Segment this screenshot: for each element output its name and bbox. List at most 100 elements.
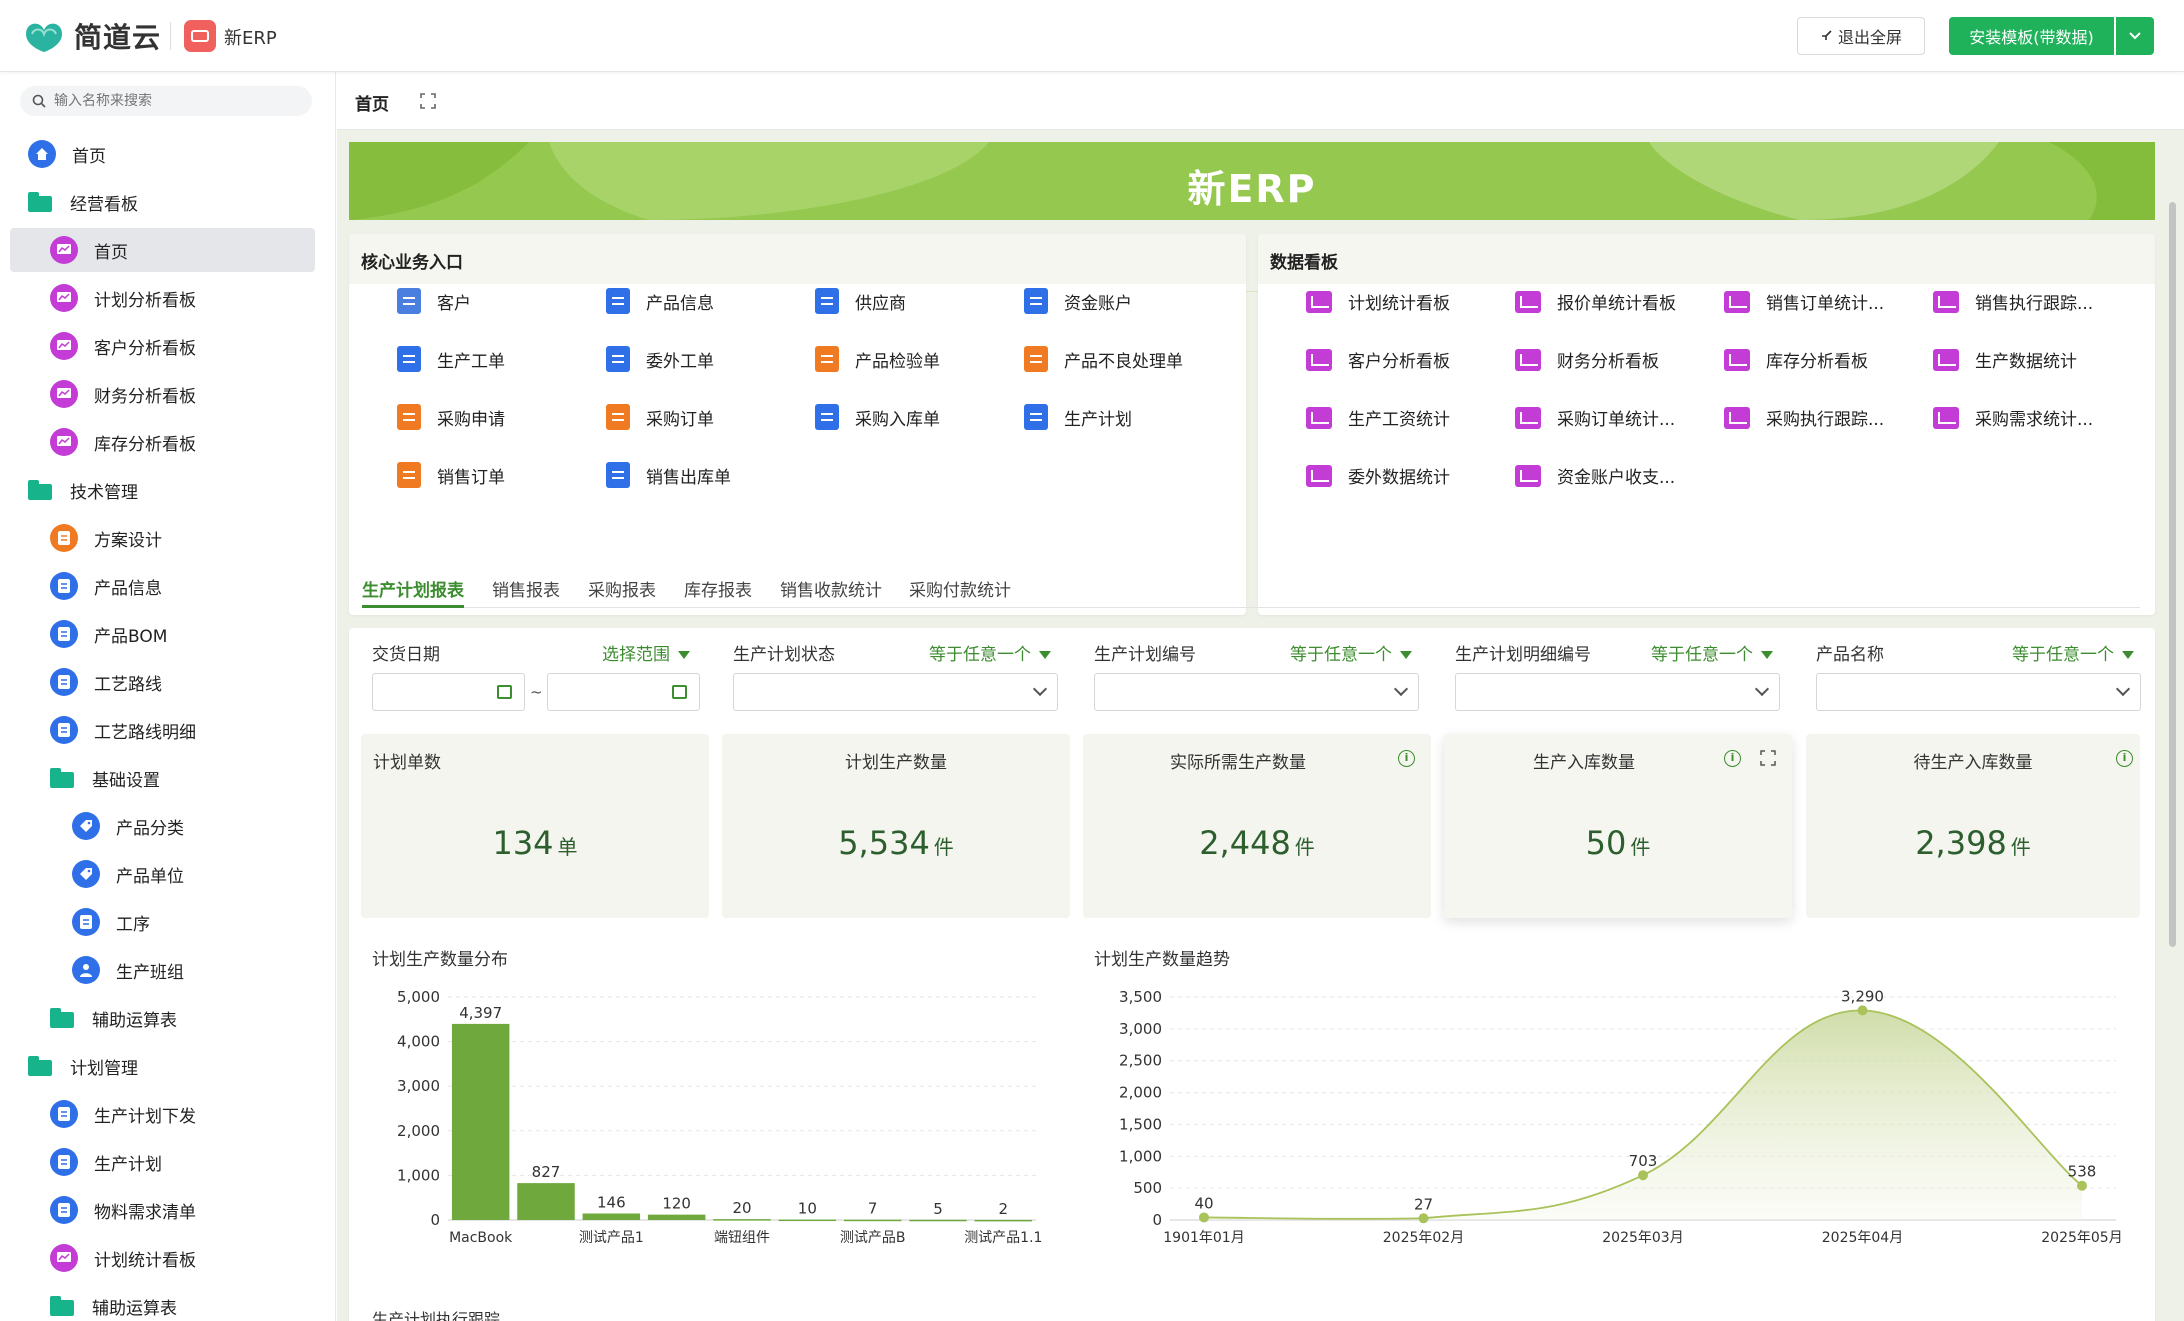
data-board-item[interactable]: 报价单统计看板: [1515, 289, 1676, 314]
core-entry-item[interactable]: 客户: [397, 288, 471, 314]
filter-select[interactable]: [1094, 673, 1419, 711]
filter-operator-dropdown[interactable]: 等于任意一个: [1290, 640, 1412, 665]
data-board-item[interactable]: 销售订单统计...: [1724, 289, 1884, 314]
brand-logo[interactable]: 简道云: [22, 16, 161, 56]
sidebar-item[interactable]: 工艺路线: [10, 660, 315, 704]
sidebar-item[interactable]: 首页: [10, 228, 315, 272]
core-entry-item[interactable]: 生产计划: [1024, 404, 1132, 430]
sidebar-item[interactable]: 物料需求清单: [10, 1188, 315, 1232]
sidebar-item[interactable]: 生产班组: [10, 948, 315, 992]
sidebar-item[interactable]: 计划管理: [10, 1044, 315, 1088]
data-board-item[interactable]: 采购执行跟踪...: [1724, 405, 1884, 430]
data-board-item[interactable]: 生产工资统计: [1306, 405, 1450, 430]
bar[interactable]: [974, 1219, 1033, 1222]
data-board-item[interactable]: 采购订单统计...: [1515, 405, 1675, 430]
data-point[interactable]: [1638, 1170, 1648, 1181]
filter-select[interactable]: [1455, 673, 1780, 711]
kpi-card[interactable]: 计划生产数量 5,534 件: [722, 734, 1070, 918]
core-entry-item[interactable]: 资金账户: [1024, 288, 1132, 314]
expand-icon[interactable]: [1760, 750, 1776, 766]
data-point[interactable]: [1418, 1213, 1429, 1224]
sidebar-item[interactable]: 辅助运算表: [10, 1284, 315, 1321]
data-point[interactable]: [2077, 1180, 2087, 1191]
data-board-item[interactable]: 资金账户收支...: [1515, 463, 1675, 488]
search-input[interactable]: [54, 93, 294, 109]
data-board-item[interactable]: 客户分析看板: [1306, 347, 1450, 372]
page-scrollbar[interactable]: [2167, 132, 2177, 1321]
data-board-item[interactable]: 采购需求统计...: [1933, 405, 2093, 430]
filter-select[interactable]: [733, 673, 1058, 711]
date-end-input[interactable]: [547, 673, 700, 711]
core-entry-item[interactable]: 销售订单: [397, 462, 505, 488]
sidebar-item[interactable]: 工艺路线明细: [10, 708, 315, 752]
fullscreen-icon[interactable]: [419, 92, 437, 110]
sidebar-item[interactable]: 方案设计: [10, 516, 315, 560]
sidebar-item[interactable]: 计划分析看板: [10, 276, 315, 320]
app-name[interactable]: 新ERP: [224, 28, 277, 49]
filter-select[interactable]: [1816, 673, 2141, 711]
data-board-item[interactable]: 生产数据统计: [1933, 347, 2077, 372]
install-dropdown-button[interactable]: [2116, 17, 2154, 55]
kpi-card[interactable]: 生产入库数量 i 50 件: [1444, 734, 1792, 918]
bar[interactable]: [909, 1219, 967, 1222]
report-tab[interactable]: 生产计划报表: [362, 581, 464, 601]
kpi-card[interactable]: 待生产入库数量 i 2,398 件: [1806, 734, 2140, 918]
bar[interactable]: [647, 1214, 706, 1220]
core-entry-item[interactable]: 委外工单: [606, 346, 714, 372]
filter-operator-dropdown[interactable]: 等于任意一个: [929, 640, 1051, 665]
info-icon[interactable]: i: [1398, 750, 1415, 767]
core-entry-item[interactable]: 生产工单: [397, 346, 505, 372]
data-board-item[interactable]: 计划统计看板: [1306, 289, 1450, 314]
report-tab[interactable]: 采购报表: [588, 581, 656, 601]
sidebar-item[interactable]: 辅助运算表: [10, 996, 315, 1040]
sidebar-item[interactable]: 生产计划下发: [10, 1092, 315, 1136]
sidebar-item[interactable]: 财务分析看板: [10, 372, 315, 416]
sidebar-item[interactable]: 客户分析看板: [10, 324, 315, 368]
report-tab[interactable]: 销售收款统计: [780, 581, 882, 601]
core-entry-item[interactable]: 产品检验单: [815, 346, 940, 372]
sidebar-item[interactable]: 产品BOM: [10, 612, 315, 656]
filter-operator-dropdown[interactable]: 选择范围: [602, 640, 690, 665]
core-entry-item[interactable]: 采购入库单: [815, 404, 940, 430]
bar[interactable]: [713, 1219, 771, 1221]
sidebar-item[interactable]: 基础设置: [10, 756, 315, 800]
sidebar-item[interactable]: 产品单位: [10, 852, 315, 896]
data-point[interactable]: [1857, 1005, 1868, 1016]
sidebar-item[interactable]: 经营看板: [10, 180, 315, 224]
bar[interactable]: [517, 1183, 575, 1220]
exit-fullscreen-button[interactable]: 退出全屏: [1797, 17, 1925, 55]
info-icon[interactable]: i: [2116, 750, 2133, 767]
sidebar-search[interactable]: [20, 86, 312, 116]
info-icon[interactable]: i: [1724, 750, 1741, 767]
sidebar-item[interactable]: 生产计划: [10, 1140, 315, 1184]
bar[interactable]: [778, 1219, 837, 1222]
data-board-item[interactable]: 财务分析看板: [1515, 347, 1659, 372]
filter-operator-dropdown[interactable]: 等于任意一个: [1651, 640, 1773, 665]
sidebar-item[interactable]: 库存分析看板: [10, 420, 315, 464]
sidebar-item[interactable]: 产品分类: [10, 804, 315, 848]
data-board-item[interactable]: 销售执行跟踪...: [1933, 289, 2093, 314]
sidebar-item[interactable]: 产品信息: [10, 564, 315, 608]
date-start-input[interactable]: [372, 673, 525, 711]
report-tab[interactable]: 销售报表: [492, 581, 560, 601]
report-tab[interactable]: 库存报表: [684, 581, 752, 601]
report-tab[interactable]: 采购付款统计: [909, 581, 1011, 601]
core-entry-item[interactable]: 销售出库单: [606, 462, 731, 488]
sidebar-item[interactable]: 技术管理: [10, 468, 315, 512]
bar[interactable]: [451, 1023, 510, 1220]
bar[interactable]: [582, 1213, 641, 1220]
data-board-item[interactable]: 委外数据统计: [1306, 463, 1450, 488]
core-entry-item[interactable]: 采购申请: [397, 404, 505, 430]
kpi-card[interactable]: 实际所需生产数量 i 2,448 件: [1083, 734, 1431, 918]
sidebar-item[interactable]: 计划统计看板: [10, 1236, 315, 1280]
sidebar-item[interactable]: 首页: [10, 132, 315, 176]
install-template-button[interactable]: 安装模板(带数据): [1949, 17, 2114, 55]
core-entry-item[interactable]: 产品不良处理单: [1024, 346, 1183, 372]
core-entry-item[interactable]: 采购订单: [606, 404, 714, 430]
core-entry-item[interactable]: 供应商: [815, 288, 906, 314]
core-entry-item[interactable]: 产品信息: [606, 288, 714, 314]
kpi-card[interactable]: 计划单数 134 单: [361, 734, 709, 918]
filter-operator-dropdown[interactable]: 等于任意一个: [2012, 640, 2134, 665]
data-point[interactable]: [1199, 1212, 1209, 1223]
tab-home[interactable]: 首页: [355, 95, 389, 115]
